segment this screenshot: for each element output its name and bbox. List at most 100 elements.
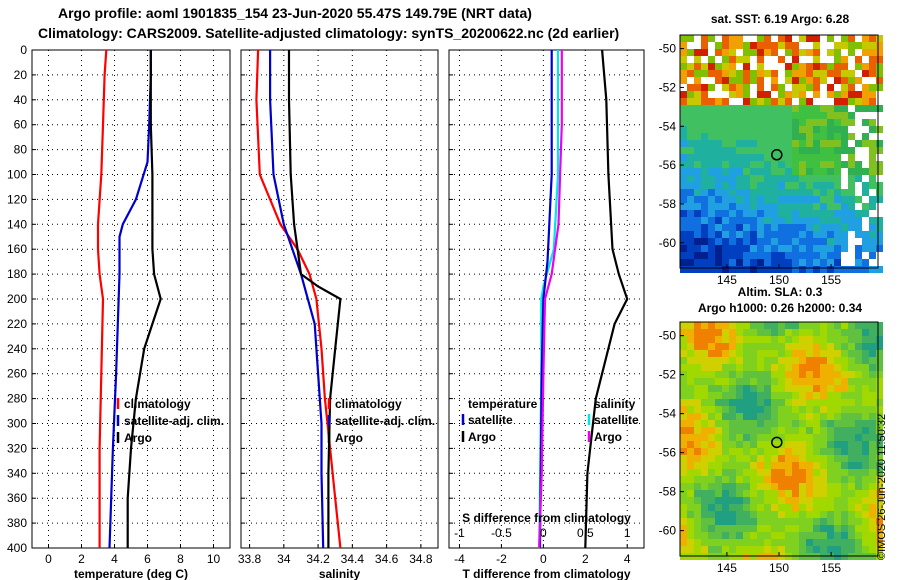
sst-map-cell — [701, 168, 708, 175]
sla-map-cell — [771, 336, 778, 343]
sst-map-cell — [855, 245, 862, 252]
sst-map-cell — [722, 266, 729, 273]
sla-map-cell — [820, 518, 827, 525]
sla-map-cell — [680, 364, 687, 371]
sla-map-cell — [785, 546, 792, 553]
sst-map-cell — [792, 56, 799, 63]
sla-map-cell — [813, 518, 820, 525]
sst-map-cell — [806, 259, 813, 266]
sla-map-cell — [792, 329, 799, 336]
sla-map-cell — [778, 371, 785, 378]
sst-map-cell — [736, 203, 743, 210]
sst-map-cell — [806, 266, 813, 273]
sla-map-cell — [778, 462, 785, 469]
sst-map-cell — [820, 133, 827, 140]
sla-map-cell — [687, 420, 694, 427]
sla-map-cell — [743, 455, 750, 462]
sst-map-cell — [687, 210, 694, 217]
sla-map-cell — [799, 525, 806, 532]
sla-map-cell — [792, 518, 799, 525]
sla-map-cell — [722, 469, 729, 476]
sst-map-cell — [743, 56, 750, 63]
sst-map-cell — [722, 154, 729, 161]
sst-map-cell — [771, 182, 778, 189]
sst-map-cell — [778, 161, 785, 168]
sla-map-cell — [855, 511, 862, 518]
sla-map-cell — [750, 392, 757, 399]
sst-map-cell — [764, 189, 771, 196]
sst-map-cell — [771, 126, 778, 133]
x-tick-label: 33.8 — [238, 552, 262, 566]
sst-map-cell — [869, 63, 876, 70]
sst-map-cell — [743, 133, 750, 140]
sst-map-cell — [778, 140, 785, 147]
sla-map-cell — [792, 392, 799, 399]
sst-map-cell — [715, 98, 722, 105]
sst-map-cell — [834, 42, 841, 49]
sst-map-cell — [680, 98, 687, 105]
sla-map-cell — [736, 371, 743, 378]
sst-map-cell — [792, 231, 799, 238]
sla-map-cell — [869, 497, 876, 504]
sst-map-cell — [680, 119, 687, 126]
sla-map-cell — [848, 371, 855, 378]
sst-map-cell — [694, 182, 701, 189]
sla-map-cell — [680, 336, 687, 343]
sst-map-cell — [862, 182, 869, 189]
sla-map-cell — [708, 546, 715, 553]
sla-map-cell — [862, 357, 869, 364]
sla-map-cell — [855, 399, 862, 406]
sla-map-cell — [848, 434, 855, 441]
sla-map-cell — [701, 427, 708, 434]
sla-map-cell — [680, 448, 687, 455]
sla-map-cell — [813, 413, 820, 420]
sla-map-cell — [799, 511, 806, 518]
sst-map-cell — [855, 56, 862, 63]
sst-map-cell — [855, 42, 862, 49]
sla-map-cell — [743, 476, 750, 483]
sst-map-cell — [764, 147, 771, 154]
sst-map-cell — [764, 259, 771, 266]
sst-map-cell — [876, 168, 883, 175]
sst-map-cell — [799, 154, 806, 161]
sst-map-cell — [799, 175, 806, 182]
sla-map-cell — [869, 399, 876, 406]
sla-map-cell — [743, 413, 750, 420]
sla-map-cell — [736, 322, 743, 329]
sst-map-cell — [799, 238, 806, 245]
sst-map-cell — [701, 49, 708, 56]
sla-map-cell — [778, 490, 785, 497]
sla-map-cell — [729, 434, 736, 441]
sla-map-cell — [792, 336, 799, 343]
sla-map-cell — [736, 455, 743, 462]
sst-map-cell — [820, 259, 827, 266]
sla-map-cell — [778, 483, 785, 490]
sla-map-cell — [694, 420, 701, 427]
sst-map-cell — [708, 63, 715, 70]
sla-map-cell — [771, 357, 778, 364]
sst-map-x-tick-label: 150 — [769, 273, 789, 287]
sst-map-cell — [841, 42, 848, 49]
sst-map-cell — [729, 147, 736, 154]
sst-map-cell — [841, 266, 848, 273]
sst-map-cell — [764, 133, 771, 140]
sla-map-cell — [750, 329, 757, 336]
sst-map-cell — [764, 203, 771, 210]
sla-map-cell — [764, 385, 771, 392]
sst-map-cell — [827, 252, 834, 259]
sla-map-cell — [729, 371, 736, 378]
sst-map-cell — [694, 56, 701, 63]
x-tick-label: 8 — [177, 552, 184, 566]
sla-map-cell — [862, 420, 869, 427]
sst-map-cell — [778, 189, 785, 196]
sla-map-cell — [771, 469, 778, 476]
sla-map-cell — [757, 420, 764, 427]
sst-map-cell — [806, 49, 813, 56]
sst-map-cell — [855, 196, 862, 203]
sla-map-cell — [820, 322, 827, 329]
sla-map-cell — [701, 343, 708, 350]
sla-map-cell — [834, 455, 841, 462]
sla-map-cell — [778, 434, 785, 441]
sla-map-cell — [708, 539, 715, 546]
sst-map-cell — [792, 245, 799, 252]
